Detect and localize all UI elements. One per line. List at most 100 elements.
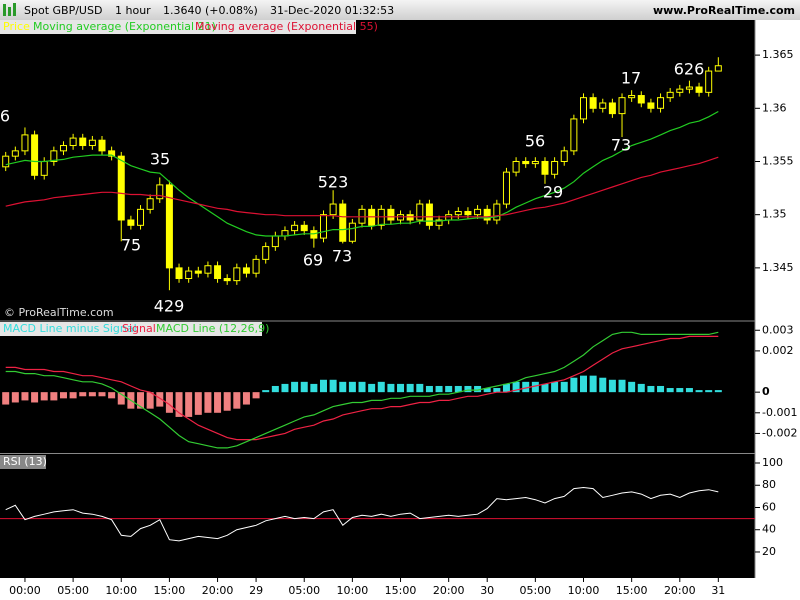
candle-body — [531, 160, 539, 165]
header-bar — [0, 0, 800, 20]
histogram-bar — [454, 385, 462, 393]
histogram-bar — [50, 392, 58, 401]
x-tick-label: 15:00 — [616, 584, 648, 597]
histogram-bar — [483, 388, 491, 393]
histogram-bar — [2, 392, 10, 405]
y-tick-label: 1.36 — [762, 101, 787, 114]
candle-body — [474, 208, 482, 216]
price-annotation: 17 — [621, 69, 641, 88]
price-annotation: 6 — [0, 107, 10, 126]
candle-body — [194, 270, 202, 274]
histogram-bar — [69, 392, 77, 399]
price-annotation: 626 — [674, 60, 705, 79]
y-tick-label: 0 — [762, 385, 770, 398]
histogram-bar — [628, 381, 636, 393]
y-tick-label: 1.355 — [762, 154, 794, 167]
candle-body — [271, 235, 279, 248]
histogram-bar — [695, 390, 703, 393]
y-tick-label: 40 — [762, 523, 776, 536]
candle-body — [88, 139, 96, 147]
y-tick-label: -0.001 — [762, 406, 797, 419]
histogram-bar — [551, 381, 559, 393]
histogram-bar — [618, 379, 626, 393]
legend-box — [0, 455, 46, 469]
copyright: © ProRealTime.com — [4, 306, 114, 319]
candle-body — [252, 258, 260, 274]
candle-body — [11, 150, 19, 157]
candle-body — [2, 155, 10, 168]
x-tick-label: 20:00 — [202, 584, 234, 597]
legend-box — [0, 20, 356, 34]
x-tick-label: 05:00 — [288, 584, 320, 597]
histogram-bar — [88, 392, 96, 397]
candle-body — [435, 219, 443, 226]
candle-body — [714, 65, 722, 72]
histogram-bar — [368, 383, 376, 393]
candle-body — [425, 203, 433, 226]
candle-body — [137, 208, 145, 226]
histogram-bar — [493, 388, 501, 393]
macd-line — [5, 331, 719, 449]
y-tick-label: 1.35 — [762, 208, 787, 221]
histogram-bar — [580, 375, 587, 393]
candle-body — [483, 208, 491, 221]
x-tick-label: 20:00 — [664, 584, 696, 597]
histogram-bar — [108, 392, 116, 399]
candle-body — [599, 102, 607, 109]
candle-body — [618, 97, 626, 115]
y-tick-label: 0.002 — [762, 344, 794, 357]
candle-body — [165, 184, 173, 269]
candle-body — [464, 210, 472, 216]
y-tick-label: 20 — [762, 545, 776, 558]
candle-body — [522, 160, 530, 165]
histogram-bar — [348, 381, 356, 393]
histogram-bar — [281, 383, 289, 393]
histogram-bar — [397, 383, 405, 393]
candle-body — [541, 160, 549, 175]
price-axis-strip — [755, 20, 800, 600]
candle-body — [589, 97, 597, 109]
x-tick-label: 31 — [711, 584, 725, 597]
macd-line — [5, 335, 719, 441]
candle-body — [40, 160, 48, 176]
x-tick-label: 05:00 — [57, 584, 89, 597]
candle-body — [512, 160, 520, 173]
candle-body — [223, 278, 231, 282]
legend-entry: Signal — [122, 322, 156, 335]
candle-body — [416, 203, 424, 221]
candle-body — [233, 267, 241, 282]
timestamp: 31-Dec-2020 01:32:53 — [270, 4, 394, 17]
histogram-bar — [137, 392, 145, 409]
candle-body — [705, 70, 713, 93]
candle-body — [551, 160, 559, 175]
x-tick-label: 15:00 — [385, 584, 417, 597]
histogram-bar — [541, 383, 549, 393]
legend-entry: Moving average (Exponential 21) — [33, 20, 216, 33]
legend-entry: RSI (13) — [3, 455, 47, 468]
histogram-bar — [512, 381, 520, 393]
histogram-bar — [175, 392, 183, 417]
histogram-bar — [339, 381, 347, 393]
x-tick-label: 29 — [249, 584, 263, 597]
x-tick-label: 05:00 — [519, 584, 551, 597]
y-tick-label: 1.365 — [762, 48, 794, 61]
histogram-bar — [714, 390, 722, 393]
price-annotation: 35 — [150, 150, 170, 169]
time-axis-strip — [0, 578, 800, 600]
histogram-bar — [358, 381, 366, 393]
y-tick-label: 60 — [762, 500, 776, 513]
histogram-bar — [252, 392, 260, 399]
candle-body — [146, 198, 154, 210]
histogram-bar — [589, 375, 597, 393]
histogram-bar — [194, 392, 202, 415]
histogram-bar — [676, 388, 684, 393]
candle-body — [21, 134, 29, 152]
histogram-bar — [474, 385, 482, 393]
quote: 1.3640 (+0.08%) — [163, 4, 258, 17]
candle-body — [348, 222, 356, 242]
site: www.ProRealTime.com — [653, 4, 795, 17]
histogram-bar — [657, 385, 665, 393]
histogram-bar — [416, 383, 424, 393]
candle-body — [647, 102, 655, 109]
candle-body — [117, 155, 125, 221]
